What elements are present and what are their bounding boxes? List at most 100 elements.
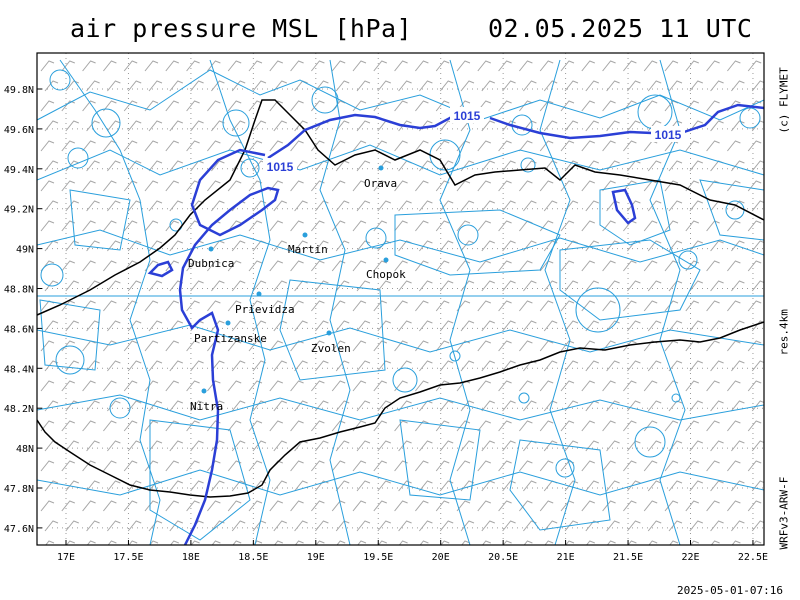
wind-barb (543, 160, 558, 172)
wind-barb (127, 200, 142, 212)
wind-barb (40, 100, 55, 112)
wind-barb (689, 80, 703, 92)
wind-barb (290, 60, 304, 72)
wind-barb (706, 100, 720, 112)
wind-barb (689, 540, 699, 545)
wind-barb (502, 360, 516, 372)
wind-barb (731, 440, 745, 452)
wind-barb (415, 260, 429, 272)
wind-barb (356, 520, 371, 532)
wind-barb (335, 320, 350, 332)
wind-barb (253, 540, 263, 545)
wind-barb (560, 220, 575, 232)
wind-barb (710, 80, 724, 92)
wind-barb (581, 420, 595, 432)
wind-barb (356, 240, 371, 252)
wind-barb (419, 520, 433, 532)
wind-barb (543, 320, 558, 332)
wind-barb (456, 260, 471, 272)
city-marker (256, 291, 262, 297)
wind-barb (481, 320, 495, 332)
wind-barb (747, 140, 762, 152)
wind-barb (352, 260, 367, 272)
wind-barb (606, 480, 620, 492)
wind-barb (647, 160, 662, 172)
latitude-tick-label: 49.4N (4, 165, 34, 176)
latitude-axis: 49.8N 49.6N 49.4N 49.2N 49N 48.8N 48.6N 48.4N 48… (4, 85, 42, 535)
wind-barb (523, 480, 537, 492)
wind-barb (456, 220, 471, 232)
wind-barb (398, 120, 412, 132)
wind-barb (710, 440, 724, 452)
latitude-tick-label: 49.2N (4, 205, 34, 216)
wind-barb (190, 480, 204, 492)
longitude-tick-label: 17.5E (113, 552, 143, 563)
wind-barb (123, 140, 138, 152)
wind-barb (356, 80, 371, 92)
wind-barb (61, 260, 75, 272)
wind-barb (127, 280, 142, 292)
wind-barb (165, 340, 179, 352)
wind-barb (61, 500, 75, 512)
wind-barb (65, 440, 79, 452)
wind-barb (315, 520, 329, 532)
wind-barb (311, 260, 325, 272)
wind-barb (231, 80, 246, 92)
wind-barb (669, 540, 679, 545)
wind-barb (539, 60, 554, 72)
wind-barb (623, 140, 637, 152)
wind-barb (564, 280, 579, 292)
wind-barb (127, 320, 142, 332)
wind-barb (165, 460, 179, 472)
wind-barb (248, 380, 263, 392)
wind-barb (602, 260, 616, 272)
wind-barb (498, 500, 512, 512)
wind-barb (331, 500, 346, 512)
longitude-tick-label: 20.5E (488, 552, 518, 563)
wind-barb (82, 140, 96, 152)
wind-barb (706, 380, 720, 392)
wind-barb (103, 500, 117, 512)
wind-barb (123, 380, 138, 392)
wind-barb (144, 220, 159, 232)
wind-barb (523, 540, 533, 545)
wind-barb (664, 180, 679, 192)
wind-barb (581, 60, 595, 72)
wind-barb (211, 160, 225, 172)
wind-barb (627, 200, 641, 212)
wind-barb (585, 440, 599, 452)
wind-barb (311, 460, 325, 472)
wind-barb (415, 60, 429, 72)
wind-barb (394, 60, 408, 72)
isobar-1015-closed-east (611, 188, 637, 225)
wind-barb (82, 500, 96, 512)
wind-barb (394, 420, 408, 432)
wind-barb (273, 360, 287, 372)
wind-barb (439, 160, 454, 172)
wind-barb (123, 60, 138, 72)
wind-barb (231, 120, 246, 132)
wind-barb (294, 120, 308, 132)
longitude-tick-label: 18.5E (238, 552, 268, 563)
wind-barb (123, 100, 138, 112)
wind-barb (502, 480, 516, 492)
wind-barb (460, 200, 475, 212)
wind-barb (439, 240, 454, 252)
wind-barb (477, 380, 491, 392)
wind-barb (668, 320, 683, 332)
wind-barb (86, 320, 100, 332)
wind-barb (227, 100, 242, 112)
wind-barb (398, 360, 412, 372)
wind-barb (439, 480, 454, 492)
wind-barb (211, 440, 225, 452)
wind-barb (352, 380, 367, 392)
wind-barb (165, 300, 179, 312)
wind-barb (685, 220, 699, 232)
wind-barb (40, 460, 55, 472)
wind-barb (623, 260, 637, 272)
wind-barb (523, 280, 537, 292)
wind-barb (747, 300, 762, 312)
wind-barb (706, 500, 720, 512)
wind-barb (207, 100, 221, 112)
wind-barb (315, 480, 329, 492)
